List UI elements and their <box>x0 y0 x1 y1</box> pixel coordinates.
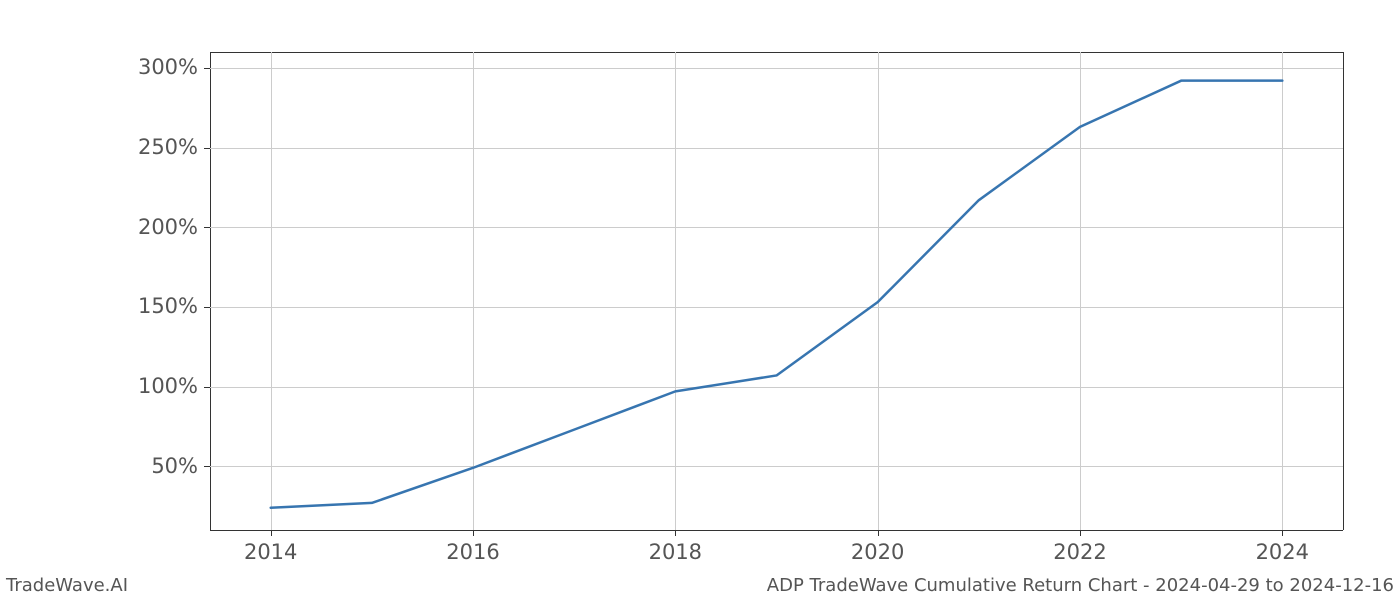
return-line-chart <box>0 0 1400 600</box>
footer-left-label: TradeWave.AI <box>6 575 128 596</box>
footer-right-label: ADP TradeWave Cumulative Return Chart - … <box>767 575 1394 596</box>
return-series-line <box>271 81 1283 508</box>
